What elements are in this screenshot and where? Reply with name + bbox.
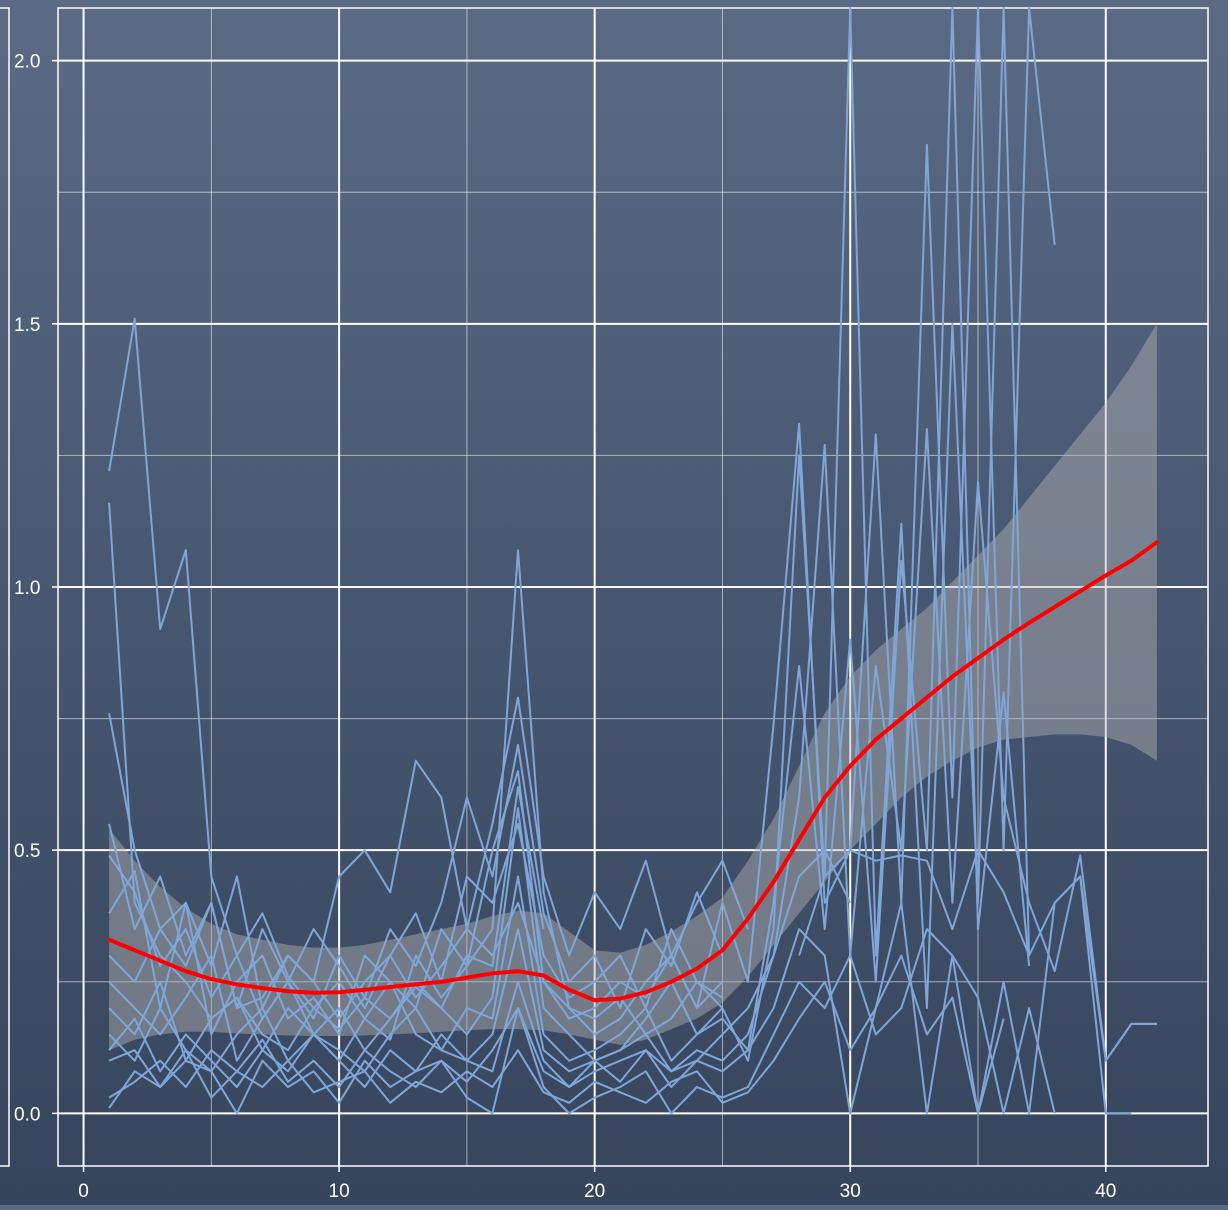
series-line-9 xyxy=(108,7,1031,1062)
grid-lines xyxy=(58,8,1208,1166)
series-line-7 xyxy=(108,7,1056,1036)
series-line-8 xyxy=(108,7,1031,1062)
x-tick-label: 30 xyxy=(840,1181,861,1202)
y-tick-label: 2.0 xyxy=(14,52,40,73)
axis-labels: 0 10 20 30 40 0.0 0.5 1.0 1.5 2.0 xyxy=(14,52,1116,1202)
series-line-3 xyxy=(108,696,749,1010)
series-line-5 xyxy=(108,822,723,1020)
y-tick-label: 0.5 xyxy=(14,841,40,862)
series-line-11 xyxy=(108,875,1132,1115)
x-tick-label: 20 xyxy=(584,1181,605,1202)
series-line-15 xyxy=(798,849,1157,1062)
series-line-10 xyxy=(108,428,1157,1073)
smooth-trend-line xyxy=(107,540,1159,1003)
individual-lines-layer xyxy=(108,7,1157,1115)
y-tick-label: 1.0 xyxy=(14,578,40,599)
series-line-12 xyxy=(108,928,1056,1115)
series-line-14 xyxy=(108,849,852,1099)
x-tick-label: 10 xyxy=(329,1181,350,1202)
confidence-band-layer xyxy=(109,323,1157,1051)
x-tick-label: 40 xyxy=(1095,1181,1116,1202)
series-line-1 xyxy=(108,317,545,1031)
confidence-band xyxy=(109,323,1157,1051)
series-line-13 xyxy=(108,954,1005,1115)
x-tick-label: 0 xyxy=(78,1181,89,1202)
y-tick-label: 1.5 xyxy=(14,315,40,336)
y-tick-label: 0.0 xyxy=(14,1104,40,1125)
smooth-line-layer xyxy=(107,540,1159,1003)
left-panel-edge xyxy=(0,7,10,1167)
